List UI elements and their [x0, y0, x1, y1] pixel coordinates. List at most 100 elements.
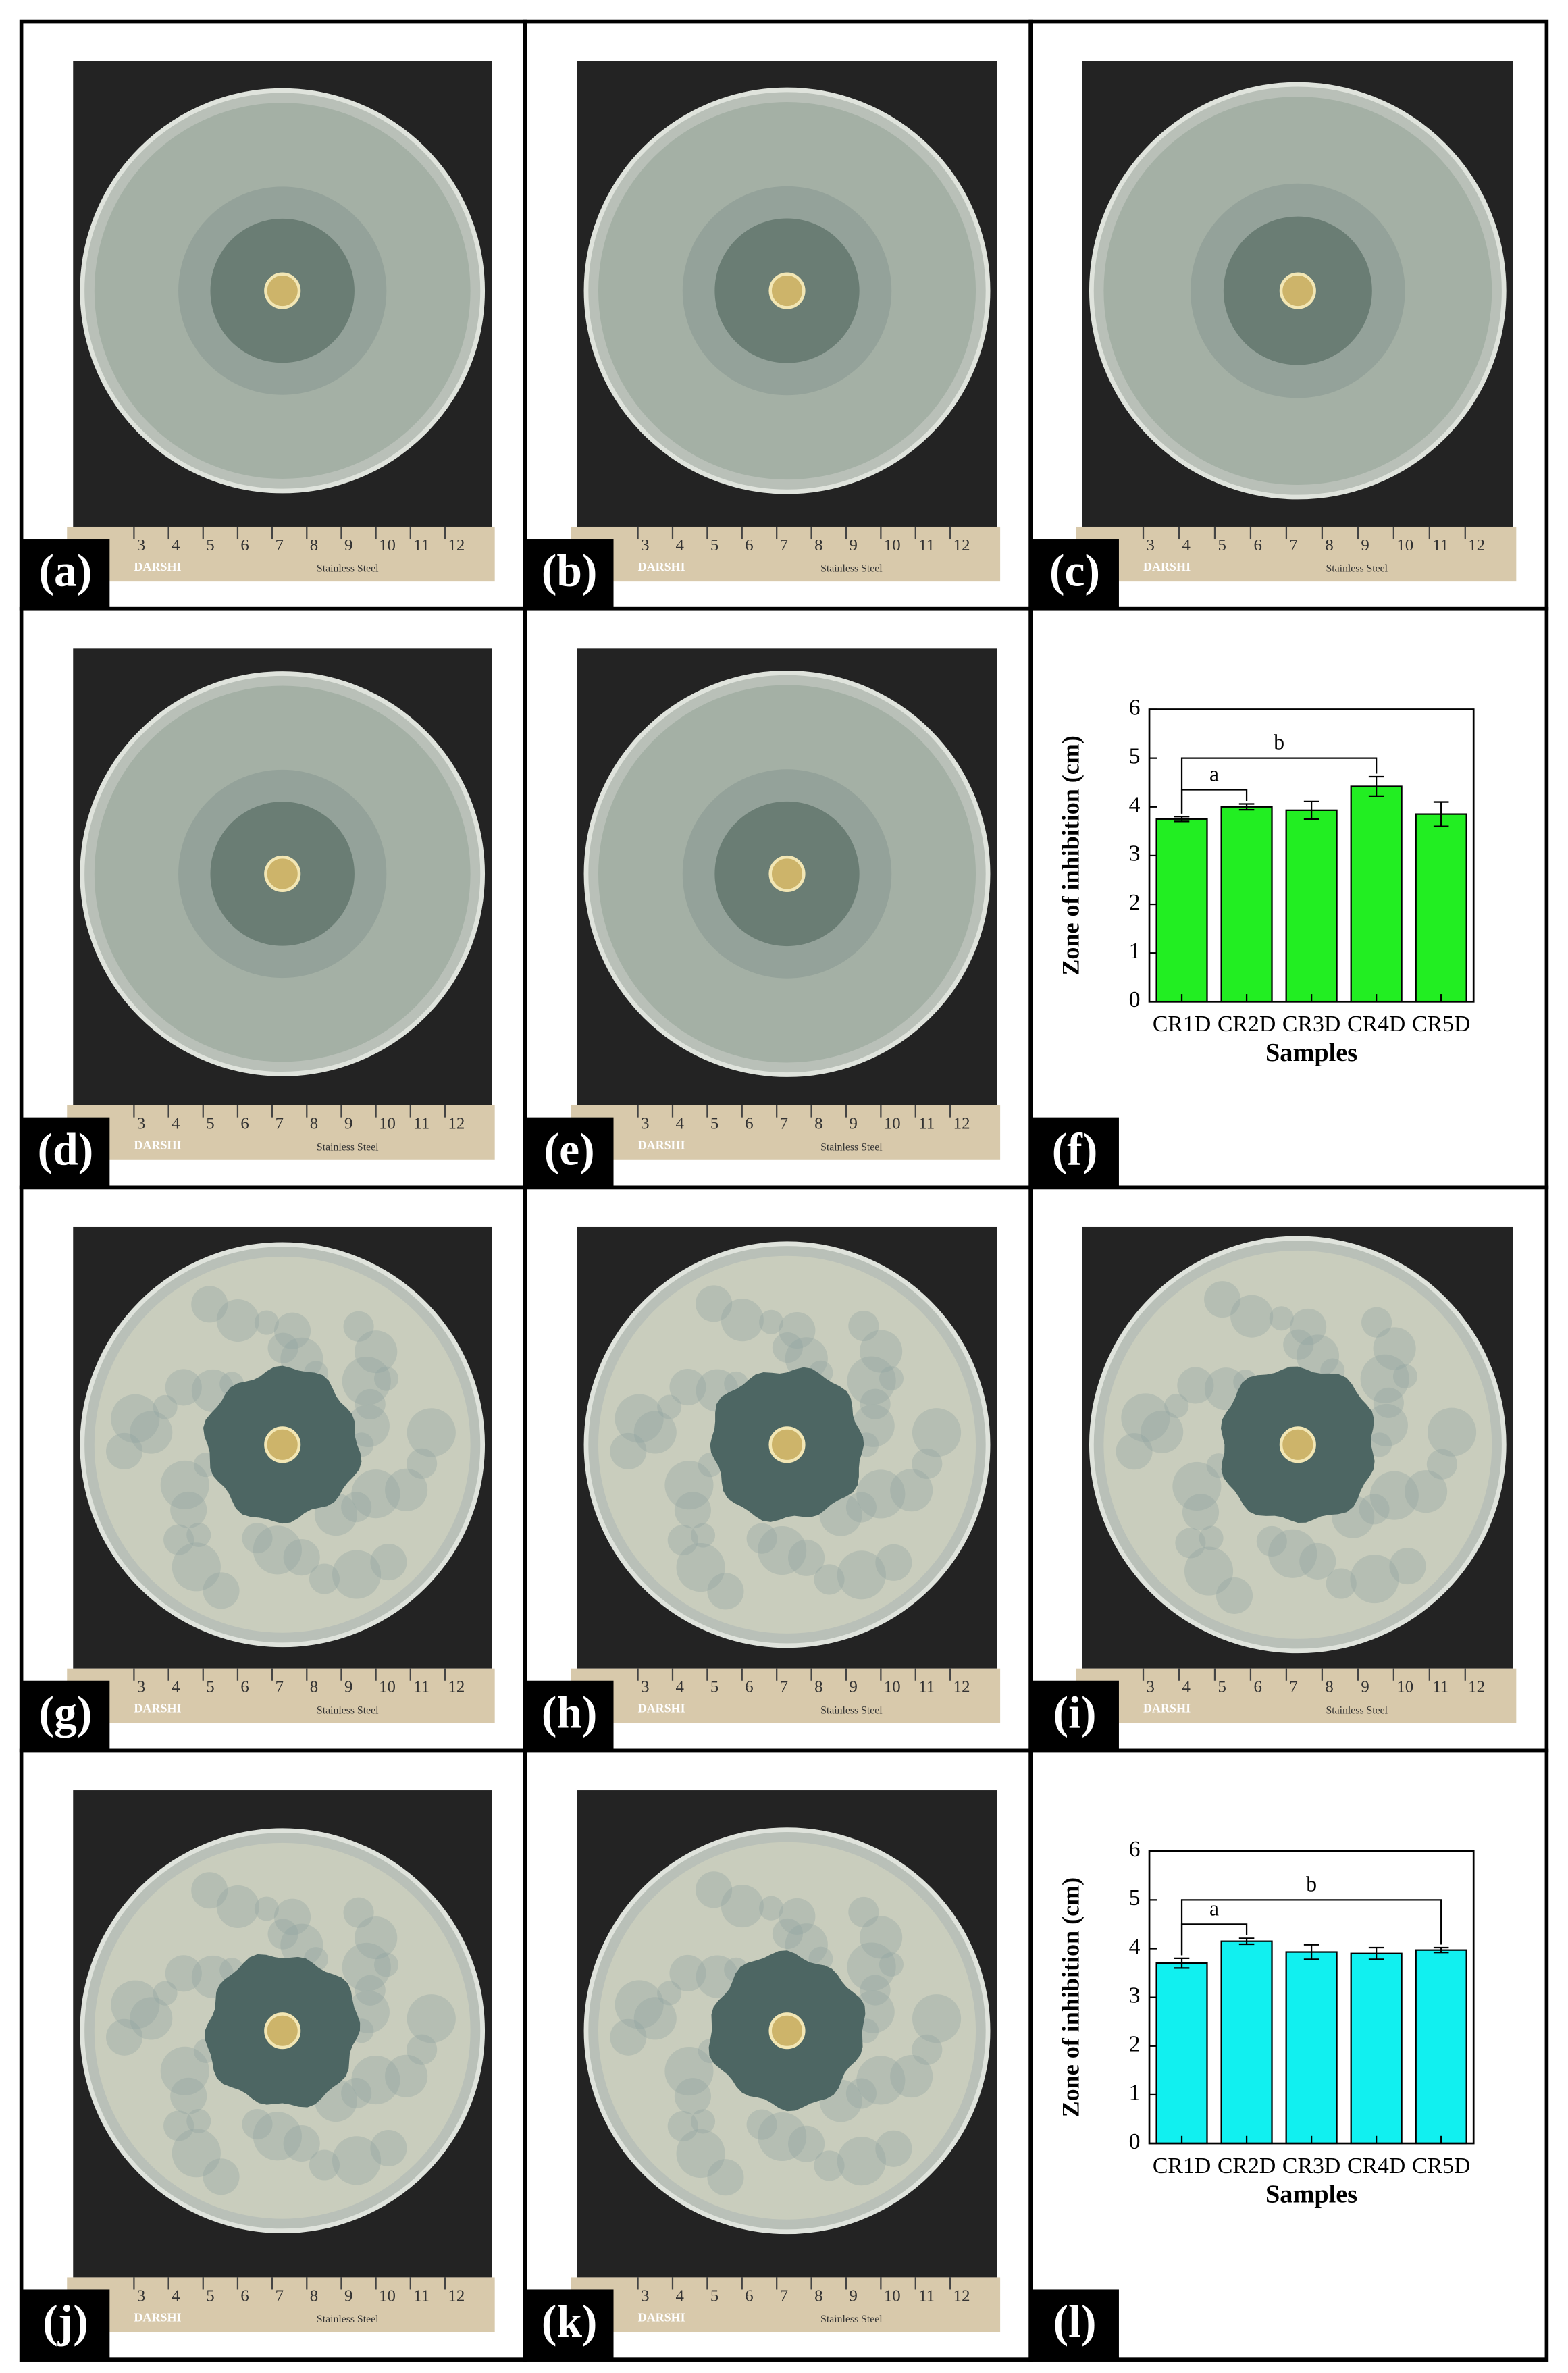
- ruler-number: 8: [1325, 1678, 1333, 1696]
- fungal-colony: [1427, 1407, 1477, 1457]
- fungal-colony: [370, 1544, 407, 1581]
- fungal-colony: [664, 2046, 714, 2096]
- sample-disc: [264, 2012, 301, 2050]
- y-axis-label: Zone of inhibition (cm): [1057, 735, 1084, 976]
- fungal-colony: [355, 1975, 386, 2006]
- label-box: [21, 1117, 110, 1188]
- ruler-number: 6: [240, 536, 249, 554]
- fungal-colony: [912, 1408, 962, 1457]
- panel-label: (c): [1049, 546, 1100, 596]
- fungal-colony: [165, 1955, 202, 1992]
- panel-label: (b): [542, 546, 598, 596]
- fungal-colony: [407, 2034, 438, 2065]
- fungal-colony: [343, 1311, 374, 1342]
- fungal-colony: [309, 2149, 340, 2181]
- x-tick-label: CR1D: [1153, 2154, 1211, 2179]
- fungal-colony: [1326, 1568, 1357, 1599]
- ruler-number: 4: [172, 1678, 180, 1696]
- fungal-colony: [130, 1411, 173, 1454]
- ruler-number: 6: [745, 1678, 753, 1696]
- ruler-number: 3: [1147, 1678, 1155, 1696]
- ruler-number: 6: [240, 1115, 249, 1133]
- fungal-colony: [216, 1885, 259, 1928]
- fungal-colony: [669, 1954, 706, 1991]
- label-box: [21, 539, 110, 609]
- ruler-number: 10: [379, 536, 396, 554]
- y-tick-label: 4: [1129, 1934, 1141, 1959]
- error-bar: [1368, 775, 1384, 798]
- ruler-brand: DARSHI: [134, 560, 181, 573]
- ruler-number: 7: [1289, 1678, 1297, 1696]
- sample-disc: [264, 855, 301, 893]
- x-tick-label: CR2D: [1218, 2154, 1276, 2179]
- fungal-colony: [667, 2110, 698, 2142]
- ruler-number: 5: [1218, 536, 1226, 554]
- fungal-colony: [1290, 1308, 1327, 1345]
- sample-disc: [768, 855, 806, 893]
- fungal-colony: [856, 1469, 906, 1519]
- fungal-colony: [342, 1356, 391, 1406]
- ruler-number: 5: [710, 536, 718, 554]
- x-tick-label: CR5D: [1412, 2154, 1470, 2179]
- fungal-colony: [890, 2055, 933, 2098]
- ruler-brand: DARSHI: [638, 1702, 685, 1715]
- y-tick-label: 3: [1129, 1983, 1141, 2008]
- ruler-number: 9: [344, 1678, 352, 1696]
- fungal-colony: [788, 1539, 825, 1576]
- label-box: [1030, 539, 1119, 609]
- ruler-number: 10: [1396, 536, 1413, 554]
- ruler-number: 8: [310, 2287, 318, 2305]
- fungal-colony: [407, 1448, 438, 1479]
- fungal-colony: [355, 1388, 386, 1419]
- significance-label: b: [1274, 731, 1284, 754]
- fungal-colony: [1116, 1433, 1153, 1470]
- y-tick-label: 6: [1129, 695, 1141, 720]
- ruler-brand: DARSHI: [134, 1139, 181, 1152]
- fungal-colony: [407, 1994, 456, 2043]
- fungal-colony: [106, 2018, 143, 2056]
- ruler-number: 12: [448, 1115, 465, 1133]
- ruler-number: 8: [814, 1115, 822, 1133]
- ruler-number: 11: [413, 1678, 429, 1696]
- fungal-colony: [1216, 1577, 1253, 1614]
- fungal-colony: [1269, 1306, 1294, 1331]
- fungal-colony: [341, 1492, 372, 1523]
- fungal-colony: [707, 1573, 744, 1610]
- panel-label: (i): [1053, 1687, 1097, 1738]
- ruler-number: 11: [918, 2287, 935, 2305]
- ruler-material: Stainless Steel: [820, 2314, 883, 2325]
- fungal-colony: [669, 1368, 706, 1406]
- ruler-number: 6: [1253, 536, 1261, 554]
- fungal-colony: [856, 2056, 906, 2105]
- fungal-colony: [696, 1871, 733, 1908]
- fungal-colony: [779, 1898, 816, 1935]
- fungal-colony: [847, 1942, 896, 1991]
- ruler-brand: DARSHI: [638, 2310, 685, 2324]
- error-bar: [1303, 800, 1319, 820]
- label-box: [525, 1680, 614, 1751]
- error-bar: [1174, 816, 1190, 823]
- bar: [1415, 813, 1467, 1003]
- ruler-number: 3: [137, 1678, 145, 1696]
- ruler-number: 8: [310, 1678, 318, 1696]
- fungal-colony: [163, 2110, 194, 2141]
- fungal-colony: [676, 1543, 725, 1592]
- fungal-colony: [1172, 1461, 1222, 1511]
- fungal-colony: [1230, 1295, 1274, 1338]
- label-box: [21, 1680, 110, 1751]
- fungal-colony: [273, 1898, 311, 1935]
- ruler-material: Stainless Steel: [1326, 563, 1388, 575]
- fungal-colony: [153, 1394, 178, 1419]
- fungal-colony: [837, 2137, 886, 2186]
- x-tick-label: CR2D: [1218, 1012, 1276, 1037]
- fungal-colony: [1361, 1307, 1392, 1338]
- y-tick-label: 4: [1129, 793, 1141, 818]
- fungal-colony: [690, 1523, 716, 1548]
- sample-disc: [264, 1426, 301, 1463]
- ruler-number: 9: [344, 1115, 352, 1133]
- fungal-colony: [721, 1299, 764, 1342]
- fungal-colony: [696, 1285, 733, 1322]
- y-tick-label: 2: [1129, 2032, 1141, 2057]
- sample-disc: [768, 272, 806, 309]
- fungal-colony: [351, 1469, 400, 1519]
